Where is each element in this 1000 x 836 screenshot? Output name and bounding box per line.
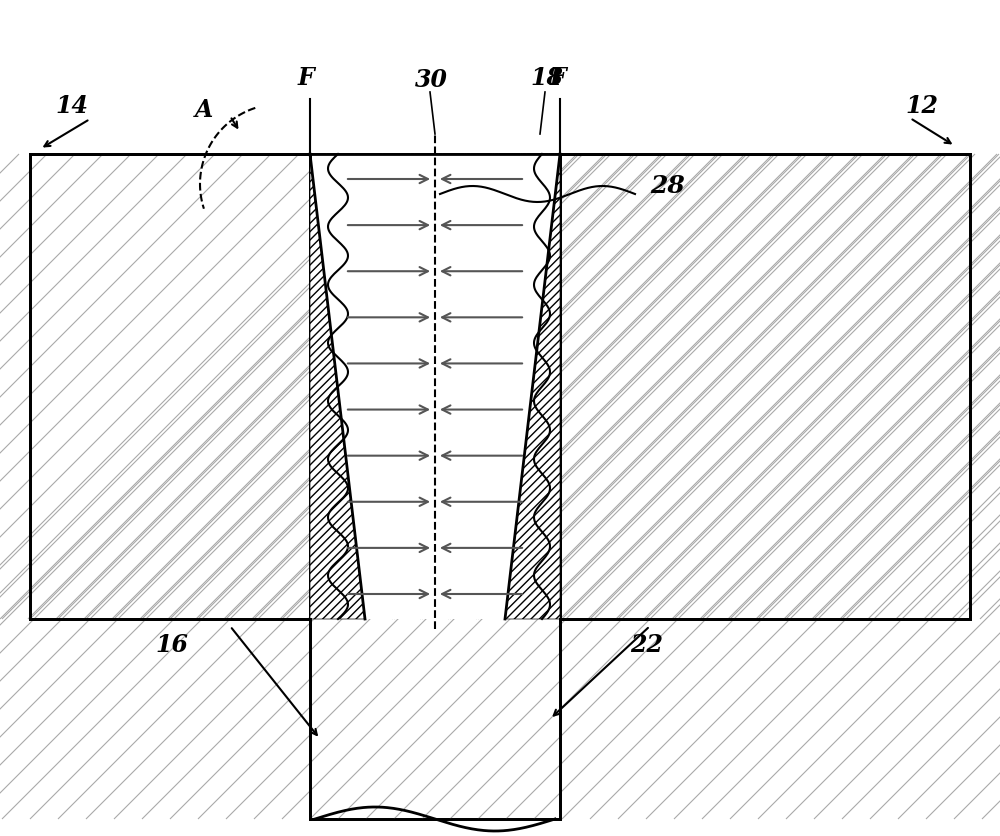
Text: 16: 16 [155,632,188,656]
Bar [310,155,560,819]
Text: 30: 30 [415,68,448,92]
Polygon shape [310,155,365,619]
Text: F: F [298,66,315,90]
Text: 18: 18 [530,66,563,90]
Text: 12: 12 [905,94,938,118]
Bar [310,155,560,619]
Text: 22: 22 [630,632,663,656]
Text: A: A [195,98,213,122]
Bar [30,155,310,619]
Bar [560,155,970,619]
Bar [310,155,560,619]
Bar [560,155,970,619]
Text: F: F [550,66,567,90]
Text: 28: 28 [650,174,685,198]
Text: 14: 14 [55,94,88,118]
Bar [310,155,560,819]
Bar [30,155,310,619]
Polygon shape [505,155,560,619]
